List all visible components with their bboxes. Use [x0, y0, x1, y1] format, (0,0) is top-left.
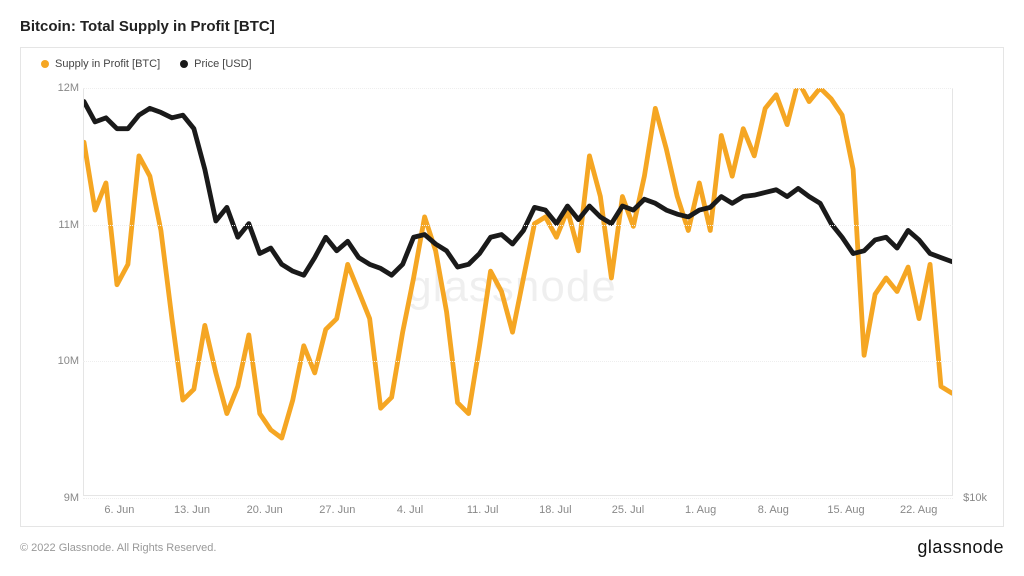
y-left-tick-label: 12M: [51, 82, 79, 94]
chart-svg: [84, 88, 952, 495]
y-right-tick-label: $10k: [963, 492, 987, 504]
y-left-tick-label: 11M: [51, 219, 79, 231]
legend-label-supply: Supply in Profit [BTC]: [55, 58, 160, 70]
x-tick-label: 18. Jul: [539, 504, 571, 516]
gridline: [83, 88, 953, 89]
legend-item-supply: Supply in Profit [BTC]: [41, 58, 160, 70]
plot-area: [83, 88, 953, 496]
x-tick-label: 6. Jun: [104, 504, 134, 516]
x-tick-label: 4. Jul: [397, 504, 423, 516]
chart-container: Supply in Profit [BTC] Price [USD] glass…: [20, 47, 1004, 527]
copyright-text: © 2022 Glassnode. All Rights Reserved.: [20, 542, 216, 554]
x-tick-label: 27. Jun: [319, 504, 355, 516]
x-tick-label: 15. Aug: [827, 504, 864, 516]
legend-dot-supply: [41, 60, 49, 68]
y-left-tick-label: 10M: [51, 355, 79, 367]
x-tick-label: 25. Jul: [612, 504, 644, 516]
gridline: [83, 225, 953, 226]
line-price: [84, 102, 952, 276]
y-left-tick-label: 9M: [51, 492, 79, 504]
legend: Supply in Profit [BTC] Price [USD]: [41, 58, 252, 70]
legend-dot-price: [180, 60, 188, 68]
chart-title: Bitcoin: Total Supply in Profit [BTC]: [20, 18, 1004, 35]
legend-label-price: Price [USD]: [194, 58, 251, 70]
x-tick-label: 13. Jun: [174, 504, 210, 516]
footer: © 2022 Glassnode. All Rights Reserved. g…: [20, 537, 1004, 558]
x-tick-label: 1. Aug: [685, 504, 716, 516]
x-tick-label: 11. Jul: [467, 504, 499, 516]
legend-item-price: Price [USD]: [180, 58, 251, 70]
brand-logo: glassnode: [917, 537, 1004, 558]
x-tick-label: 20. Jun: [247, 504, 283, 516]
x-tick-label: 8. Aug: [758, 504, 789, 516]
x-tick-label: 22. Aug: [900, 504, 937, 516]
gridline: [83, 361, 953, 362]
gridline: [83, 498, 953, 499]
line-supply: [84, 88, 952, 438]
